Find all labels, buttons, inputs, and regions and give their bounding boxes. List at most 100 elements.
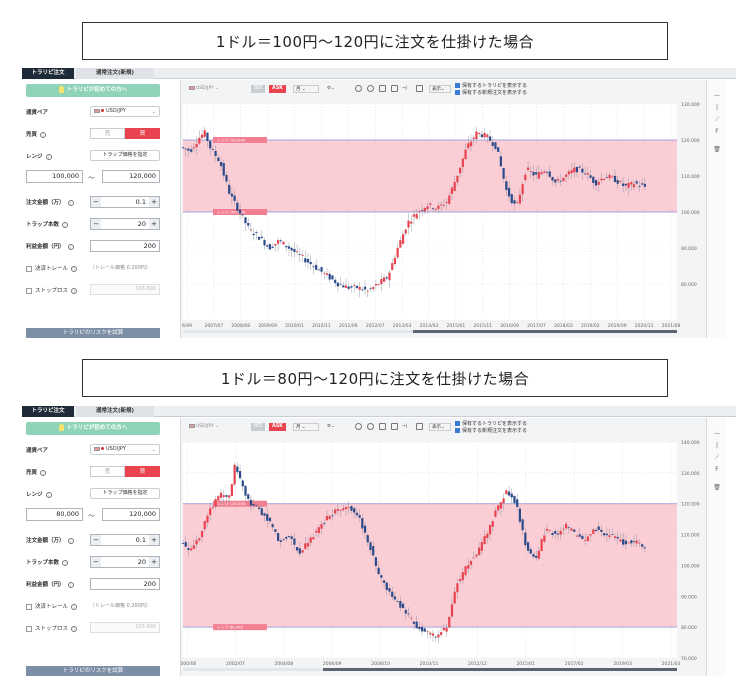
- range-high-input[interactable]: 120,000: [102, 508, 160, 521]
- expand-icon[interactable]: [379, 423, 386, 430]
- tab-trarepi-order[interactable]: トラリピ注文: [22, 406, 74, 417]
- info-icon[interactable]: i: [71, 603, 78, 610]
- info-icon[interactable]: i: [45, 153, 52, 160]
- tab-normal-order[interactable]: 通常注文(新規): [76, 406, 154, 417]
- info-icon[interactable]: i: [40, 469, 47, 476]
- profit-input[interactable]: 200: [90, 578, 160, 590]
- candle-body: [391, 263, 394, 270]
- bid-toggle[interactable]: BID: [251, 85, 266, 93]
- plus-icon[interactable]: +: [149, 219, 159, 229]
- show-new-orders-checkbox[interactable]: 保有する新規注文を表示する: [455, 89, 527, 96]
- screenshot-icon[interactable]: [416, 423, 423, 430]
- shrink-icon[interactable]: [391, 85, 398, 92]
- minus-icon[interactable]: −: [91, 535, 101, 545]
- info-icon[interactable]: i: [67, 537, 74, 544]
- minus-icon[interactable]: −: [91, 197, 101, 207]
- vertical-line-icon[interactable]: |: [715, 104, 719, 111]
- jump-latest-icon[interactable]: →|: [402, 424, 408, 429]
- tab-normal-order[interactable]: 通常注文(新規): [76, 68, 154, 79]
- info-icon[interactable]: i: [40, 131, 47, 138]
- profit-input[interactable]: 200: [90, 240, 160, 252]
- trap-price-button[interactable]: トラップ価格を指定: [90, 150, 160, 161]
- price-chart[interactable]: 140.000 130.000 120.000 110.000 100.000 90.00…: [181, 434, 707, 674]
- trail-checkbox[interactable]: [26, 603, 32, 610]
- candle-body: [418, 627, 421, 630]
- screenshot-icon[interactable]: [416, 85, 423, 92]
- chart-scrollbar-thumb[interactable]: [413, 330, 677, 333]
- chart-pair-select[interactable]: USD/JPY ⌄: [189, 85, 219, 93]
- buy-button[interactable]: 買: [125, 466, 160, 477]
- show-trarepi-checkbox[interactable]: 保有するトラリピを表示する: [455, 82, 527, 89]
- show-new-orders-checkbox[interactable]: 保有する新規注文を表示する: [455, 427, 527, 434]
- info-icon[interactable]: i: [71, 625, 78, 632]
- zoom-in-icon[interactable]: [355, 85, 362, 92]
- risk-simulation-button[interactable]: トラリピのリスクを試算: [26, 666, 160, 676]
- stoploss-input[interactable]: 103.600: [90, 284, 160, 295]
- indicator-icon[interactable]: ⚙⌄: [327, 86, 335, 91]
- info-icon[interactable]: i: [67, 243, 74, 250]
- traps-stepper[interactable]: − 20 +: [90, 218, 160, 230]
- stoploss-input[interactable]: 103.600: [90, 622, 160, 633]
- trap-price-button[interactable]: トラップ価格を指定: [90, 488, 160, 499]
- minus-icon[interactable]: −: [91, 557, 101, 567]
- fibonacci-icon[interactable]: F: [715, 466, 719, 473]
- amount-stepper[interactable]: − 0.1 +: [90, 534, 160, 546]
- vertical-line-icon[interactable]: |: [715, 442, 719, 449]
- range-low-input[interactable]: 80,000: [26, 508, 83, 521]
- info-icon[interactable]: i: [62, 559, 69, 566]
- bid-toggle[interactable]: BID: [251, 423, 266, 431]
- period-select[interactable]: 月 ⌄: [293, 85, 319, 93]
- plus-icon[interactable]: +: [149, 557, 159, 567]
- info-icon[interactable]: i: [45, 491, 52, 498]
- pair-select[interactable]: USD/JPY ⌄: [90, 106, 160, 117]
- amount-stepper[interactable]: − 0.1 +: [90, 196, 160, 208]
- expand-icon[interactable]: [379, 85, 386, 92]
- stoploss-checkbox[interactable]: [26, 287, 32, 294]
- stoploss-checkbox[interactable]: [26, 625, 32, 632]
- horizontal-line-icon[interactable]: —: [714, 92, 720, 99]
- info-icon[interactable]: i: [67, 199, 74, 206]
- trend-line-icon[interactable]: ⟋: [714, 116, 720, 123]
- show-trarepi-checkbox[interactable]: 保有するトラリピを表示する: [455, 420, 527, 427]
- sell-button[interactable]: 売: [90, 466, 125, 477]
- indicator-icon[interactable]: ⚙⌄: [327, 424, 335, 429]
- info-icon[interactable]: i: [67, 581, 74, 588]
- ask-toggle[interactable]: ASK: [269, 85, 286, 93]
- ask-toggle[interactable]: ASK: [269, 423, 286, 431]
- buy-button[interactable]: 買: [125, 128, 160, 139]
- range-low-input[interactable]: 100,000: [26, 170, 83, 183]
- pair-label: 通貨ペア: [26, 448, 49, 454]
- display-select[interactable]: 表示⌄: [429, 423, 451, 431]
- info-icon[interactable]: i: [71, 265, 78, 272]
- tab-trarepi-order[interactable]: トラリピ注文: [22, 68, 74, 79]
- trail-checkbox[interactable]: [26, 265, 32, 272]
- chart-pair-select[interactable]: USD/JPY ⌄: [189, 423, 219, 431]
- beginner-guide-button[interactable]: トラリピが初めての方へ: [26, 84, 160, 97]
- trash-icon[interactable]: 🗑: [713, 484, 721, 491]
- display-select[interactable]: 表示⌄: [429, 85, 451, 93]
- zoom-out-icon[interactable]: [367, 85, 374, 92]
- risk-simulation-button[interactable]: トラリピのリスクを試算: [26, 328, 160, 338]
- info-icon[interactable]: i: [71, 287, 78, 294]
- trend-line-icon[interactable]: ⟋: [714, 454, 720, 461]
- minus-icon[interactable]: −: [91, 219, 101, 229]
- jump-latest-icon[interactable]: →|: [402, 86, 408, 91]
- range-high-input[interactable]: 120,000: [102, 170, 160, 183]
- fibonacci-icon[interactable]: F: [715, 128, 719, 135]
- shrink-icon[interactable]: [391, 423, 398, 430]
- price-chart[interactable]: 130.000 120.000 110.000 100.000 90.000 80.000…: [181, 96, 707, 336]
- pair-select[interactable]: USD/JPY ⌄: [90, 444, 160, 455]
- plus-icon[interactable]: +: [149, 535, 159, 545]
- period-select[interactable]: 月 ⌄: [293, 423, 319, 431]
- trash-icon[interactable]: 🗑: [713, 146, 721, 153]
- beginner-guide-button[interactable]: トラリピが初めての方へ: [26, 422, 160, 435]
- chart-scrollbar-thumb[interactable]: [323, 668, 677, 671]
- sell-button[interactable]: 売: [90, 128, 125, 139]
- plus-icon[interactable]: +: [149, 197, 159, 207]
- zoom-out-icon[interactable]: [367, 423, 374, 430]
- info-icon[interactable]: i: [62, 221, 69, 228]
- traps-stepper[interactable]: − 20 +: [90, 556, 160, 568]
- horizontal-line-icon[interactable]: —: [714, 430, 720, 437]
- zoom-in-icon[interactable]: [355, 423, 362, 430]
- chart-area: USD/JPY ⌄ BID ASK 月 ⌄ ⚙⌄ →| 表示⌄ 保有するトラリピ…: [180, 418, 726, 676]
